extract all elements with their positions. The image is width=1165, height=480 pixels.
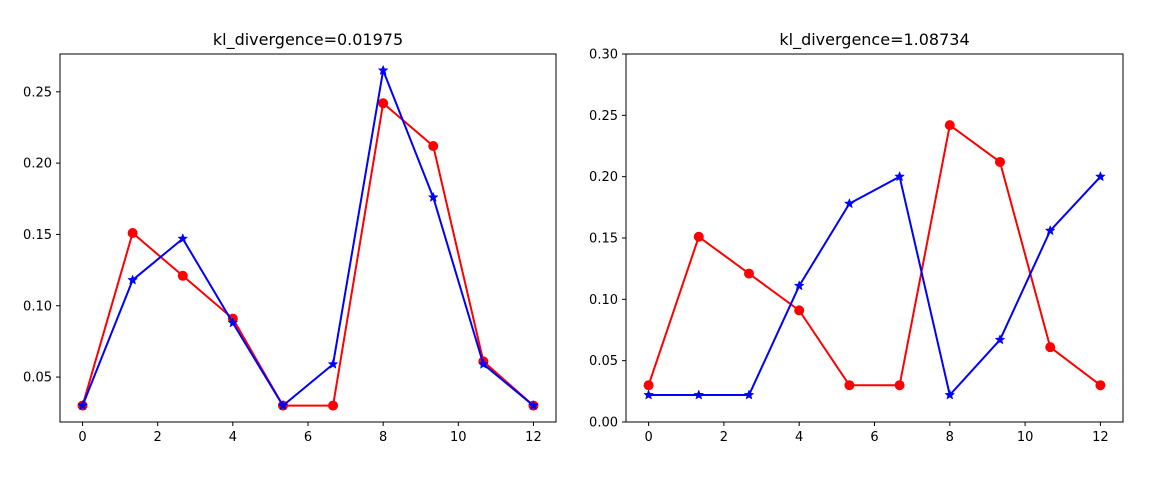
right-series-1-point: [794, 305, 805, 316]
left-series-2-point: [377, 64, 389, 75]
right-x-tick-label: 4: [795, 430, 803, 445]
right-series-2-point: [843, 197, 855, 209]
right-chart: kl_divergence=1.08734 0 2 4 6 8 10 12 0.00 0.05 0.…: [589, 30, 1124, 445]
right-series-2-point: [793, 280, 805, 291]
right-series-2-point: [693, 389, 705, 400]
right-y-tick-label: 0.25: [589, 109, 618, 124]
right-series-2-point: [944, 389, 956, 400]
left-series-1-line: [81, 102, 535, 407]
left-series-2-point: [127, 274, 139, 285]
left-series-2-point: [77, 399, 88, 411]
left-series-2-point: [277, 399, 289, 411]
right-x-tick-label: 0: [644, 430, 652, 445]
left-x-tick-label: 12: [525, 430, 542, 445]
left-plot-frame: [59, 53, 557, 423]
left-series-1-point: [378, 98, 389, 109]
right-y-tick-label: 0.00: [589, 416, 618, 431]
right-series-2-point: [894, 170, 906, 182]
right-y-tick-label: 0.05: [589, 354, 618, 369]
left-series-2-point: [327, 358, 339, 369]
left-x-tick-label: 0: [78, 430, 86, 445]
right-x-tick-label: 12: [1092, 430, 1109, 445]
left-series-2-point: [177, 233, 189, 244]
right-y-tick-label: 0.20: [589, 170, 618, 185]
left-chart-title: kl_divergence=0.01975: [213, 30, 403, 50]
right-series-1-point: [1045, 342, 1056, 353]
right-series-2-point: [1095, 170, 1106, 182]
left-series-1-point: [177, 270, 188, 281]
right-series-1-line: [647, 124, 1102, 387]
left-series-1-point: [328, 400, 339, 411]
left-x-tick-label: 10: [450, 430, 467, 445]
right-y-tick-label: 0.30: [589, 48, 618, 63]
left-series-2-point: [227, 317, 239, 328]
left-series-1-point: [428, 141, 439, 151]
right-x-tick-label: 10: [1017, 430, 1034, 445]
left-y-tick-label: 0.20: [23, 157, 52, 172]
right-series-2-point: [643, 389, 654, 400]
right-series-1-point: [894, 380, 905, 391]
right-x-tick-label: 6: [870, 430, 878, 445]
left-series-1-point: [127, 228, 138, 239]
left-chart: kl_divergence=0.01975 0 2 4 6 8 10 12 0.05 0.10 0.…: [23, 30, 557, 445]
left-y-tick-label: 0.10: [23, 299, 52, 314]
left-y-tick-label: 0.05: [23, 371, 52, 386]
left-series-2-line: [81, 69, 535, 407]
left-x-tick-label: 8: [379, 430, 387, 445]
left-y-tick-label: 0.15: [23, 228, 52, 243]
right-series-1-point: [844, 380, 855, 391]
right-series-2-point: [743, 389, 755, 400]
right-x-tick-label: 8: [946, 430, 954, 445]
left-series-2-point: [477, 358, 489, 369]
right-series-1-point: [944, 120, 955, 131]
right-series-1-point: [643, 380, 654, 391]
right-series-1-point: [994, 156, 1005, 167]
right-series-1-point: [1095, 380, 1106, 391]
right-series-1-point: [744, 268, 755, 279]
right-y-tick-label: 0.15: [589, 232, 618, 247]
left-x-tick-label: 2: [154, 430, 162, 445]
left-x-tick-label: 6: [304, 430, 312, 445]
left-y-tick-label: 0.25: [23, 85, 52, 100]
right-series-2-point: [994, 334, 1006, 345]
right-y-tick-label: 0.10: [589, 293, 618, 308]
right-x-tick-label: 2: [720, 430, 728, 445]
left-series-2-point: [427, 191, 439, 202]
right-chart-title: kl_divergence=1.08734: [779, 30, 969, 50]
right-series-2-point: [1044, 224, 1056, 236]
left-series-2-point: [528, 399, 539, 411]
right-plot-frame: [625, 53, 1124, 423]
right-series-2-line: [648, 175, 1102, 397]
left-x-tick-label: 4: [229, 430, 237, 445]
right-series-1-point: [693, 231, 704, 242]
